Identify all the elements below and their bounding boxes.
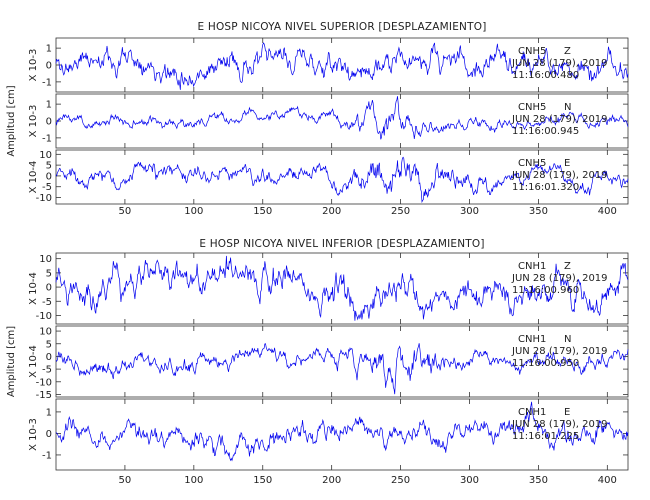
x-tick-label: 300 (460, 206, 479, 217)
trace-date: JUN 28 (179), 2019 (511, 419, 608, 430)
y-axis-label: Amplitud [cm] (6, 85, 17, 156)
scale-factor-label: X 10-3 (28, 418, 39, 451)
y-tick-label: 0 (46, 283, 52, 294)
station-label: CNH1 (518, 407, 546, 418)
panel-frame (55, 325, 629, 398)
y-tick-label: 10 (39, 327, 52, 338)
y-axis-label: Amplitud [cm] (6, 326, 17, 397)
x-tick-label: 200 (322, 475, 341, 486)
scale-factor-label: X 10-3 (28, 105, 39, 138)
chart-title: E HOSP NICOYA NIVEL SUPERIOR [DESPLAZAMI… (197, 21, 486, 33)
x-tick-label: 350 (529, 206, 548, 217)
trace-start-time: 11:16:00.960 (512, 285, 579, 296)
scale-factor-label: X 10-4 (28, 161, 39, 194)
trace-date: JUN 28 (179), 2019 (511, 346, 608, 357)
x-tick-label: 350 (529, 475, 548, 486)
x-tick-label: 100 (184, 475, 203, 486)
x-tick-label: 50 (119, 475, 132, 486)
trace-date: JUN 28 (179), 2019 (511, 58, 608, 69)
panel-frame (55, 252, 629, 325)
trace-date: JUN 28 (179), 2019 (511, 273, 608, 284)
y-tick-label: -5 (42, 182, 52, 193)
chart-title: E HOSP NICOYA NIVEL INFERIOR [DESPLAZAMI… (199, 238, 484, 250)
y-tick-label: 1 (46, 407, 52, 418)
y-tick-label: -5 (42, 365, 52, 376)
trace-start-time: 11:16:01.225 (512, 431, 579, 442)
waveform-trace-cnh1-n (55, 343, 629, 395)
scale-factor-label: X 10-3 (28, 49, 39, 82)
component-label: N (564, 334, 571, 345)
x-tick-label: 300 (460, 475, 479, 486)
waveform-trace-cnh1-z (55, 255, 629, 321)
component-label: Z (564, 261, 571, 272)
waveform-trace-cnh1-e (55, 401, 629, 462)
scale-factor-label: X 10-4 (28, 345, 39, 378)
station-label: CNH1 (518, 334, 546, 345)
x-tick-label: 250 (391, 475, 410, 486)
x-tick-label: 100 (184, 206, 203, 217)
component-label: E (564, 158, 570, 169)
trace-start-time: 11:16:00.480 (512, 70, 579, 81)
waveform-trace-cnh5-e (55, 156, 629, 204)
y-tick-label: 5 (46, 161, 52, 172)
component-label: Z (564, 46, 571, 57)
component-label: E (564, 407, 570, 418)
panel-frame (55, 398, 629, 471)
trace-start-time: 11:16:01.320 (512, 182, 579, 193)
y-tick-label: -10 (36, 377, 52, 388)
trace-date: JUN 28 (179), 2019 (511, 170, 608, 181)
y-tick-label: -5 (42, 297, 52, 308)
y-tick-label: -1 (42, 450, 52, 461)
trace-start-time: 11:16:00.945 (512, 126, 579, 137)
y-tick-label: 0 (46, 352, 52, 363)
trace-date: JUN 28 (179), 2019 (511, 114, 608, 125)
station-label: CNH1 (518, 261, 546, 272)
y-tick-label: 10 (39, 150, 52, 161)
scale-factor-label: X 10-4 (28, 272, 39, 305)
trace-start-time: 11:16:00.950 (512, 358, 579, 369)
y-tick-label: -1 (42, 77, 52, 88)
x-tick-label: 150 (253, 475, 272, 486)
waveform-trace-cnh5-z (55, 42, 629, 90)
y-tick-label: 10 (39, 254, 52, 265)
y-tick-label: 5 (46, 339, 52, 350)
waveform-trace-cnh5-n (55, 96, 629, 140)
y-tick-label: 0 (46, 61, 52, 72)
y-tick-label: -10 (36, 311, 52, 322)
panel-frame (55, 149, 629, 205)
x-tick-label: 250 (391, 206, 410, 217)
x-tick-label: 200 (322, 206, 341, 217)
x-tick-label: 400 (598, 475, 617, 486)
y-tick-label: 0 (46, 171, 52, 182)
y-tick-label: -1 (42, 133, 52, 144)
x-tick-label: 400 (598, 206, 617, 217)
station-label: CNH5 (518, 46, 546, 57)
station-label: CNH5 (518, 102, 546, 113)
x-tick-label: 50 (119, 206, 132, 217)
y-tick-label: -10 (36, 193, 52, 204)
y-tick-label: 0 (46, 117, 52, 128)
y-tick-label: -15 (36, 390, 52, 401)
y-tick-label: 0 (46, 429, 52, 440)
component-label: N (564, 102, 571, 113)
y-tick-label: 1 (46, 44, 52, 55)
y-tick-label: 1 (46, 100, 52, 111)
x-tick-label: 150 (253, 206, 272, 217)
station-label: CNH5 (518, 158, 546, 169)
y-tick-label: 5 (46, 268, 52, 279)
